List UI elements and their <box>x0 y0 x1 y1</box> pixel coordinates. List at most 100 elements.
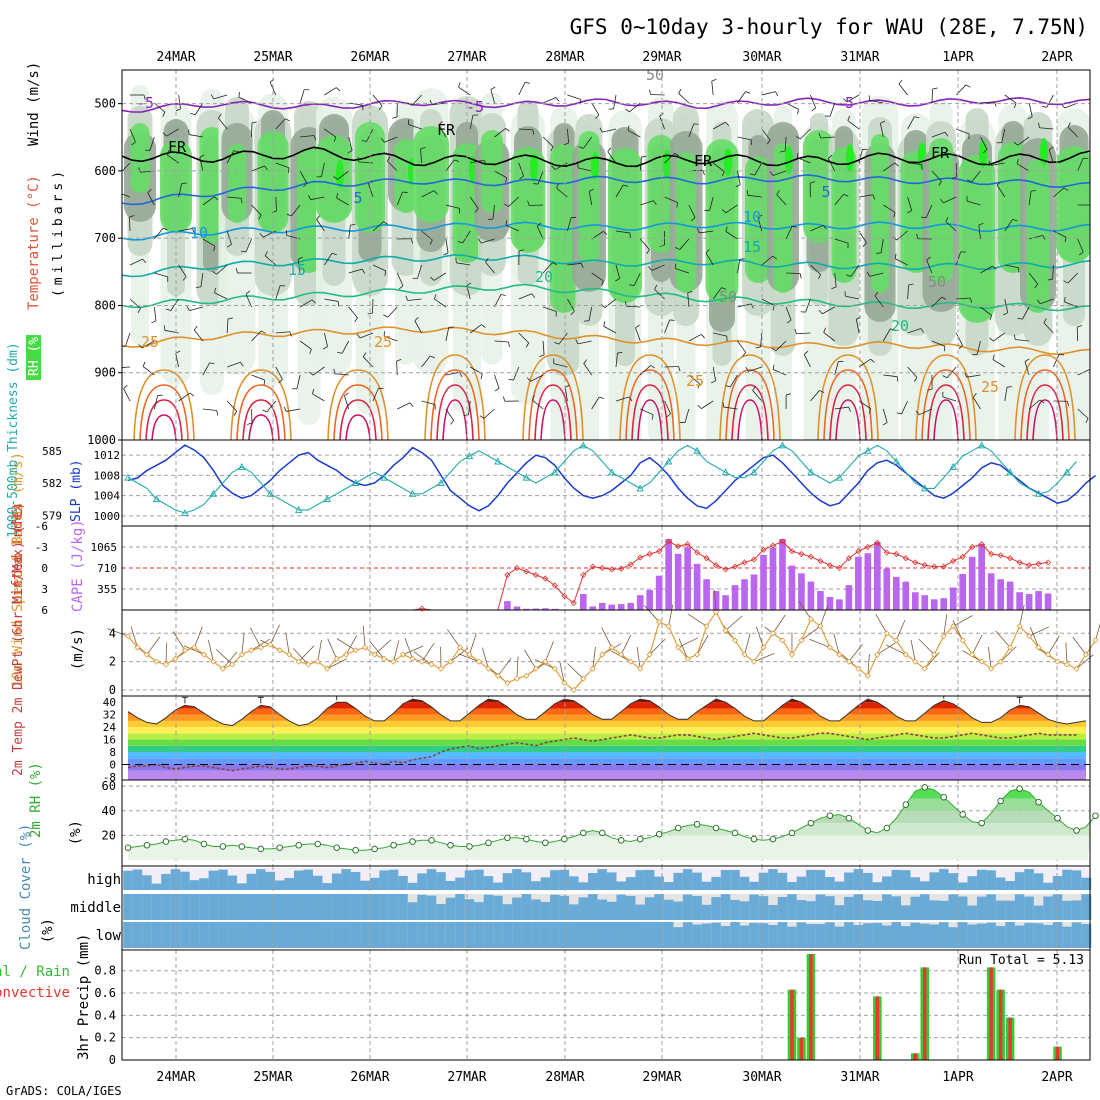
wind-barb-flag <box>992 354 995 360</box>
wind10m-point <box>788 651 796 658</box>
wind-barb <box>387 160 398 172</box>
wind-barb <box>1040 298 1054 305</box>
cloud-low-bar <box>360 922 371 948</box>
cape-bar <box>617 604 625 610</box>
cloud-low-bar <box>142 922 153 948</box>
wind-barb <box>603 325 617 334</box>
cloud-high-bar <box>663 882 674 890</box>
wind10m-barb <box>885 644 906 655</box>
wind10m-point <box>703 623 710 630</box>
wind-barb-flag <box>862 242 867 247</box>
contour-label: 50 <box>646 66 664 84</box>
rh2m-point <box>921 784 929 791</box>
precip-convective-bar <box>1055 1046 1060 1060</box>
wind-barb <box>407 298 422 301</box>
wind-barb-flag <box>285 118 290 122</box>
wind-barb <box>445 238 449 253</box>
wind-barb-flag <box>162 227 168 231</box>
wind10m-barb <box>995 630 1011 648</box>
wind-barb-flag <box>914 116 920 119</box>
cloud-high-bar <box>1071 870 1082 890</box>
wind-barb <box>348 136 353 151</box>
precip-convective-bar <box>998 989 1003 1060</box>
cloud-high-bar <box>369 877 380 890</box>
cloud-mid-bar <box>882 894 893 920</box>
cloud-mid-bar <box>218 894 229 920</box>
wind-barb-flag <box>772 364 775 370</box>
wind-barb <box>226 318 229 334</box>
wind-barb <box>966 200 981 206</box>
warm-contour <box>619 354 681 440</box>
cloud-low-bar <box>521 922 532 948</box>
warm-contour <box>631 384 669 440</box>
wind-barb <box>1028 272 1039 285</box>
wind-barb <box>445 327 450 342</box>
wind-barb-flag <box>766 139 771 145</box>
thickness-point <box>864 446 872 454</box>
date-label-bottom: 24MAR <box>156 1070 195 1085</box>
contour-label: 20 <box>535 268 553 286</box>
wind-barb <box>564 387 568 402</box>
wind-barb <box>931 340 946 347</box>
wind-barb-flag <box>599 127 603 133</box>
wind10m-point <box>314 658 321 665</box>
wind-barb <box>251 374 265 381</box>
warm-contour <box>823 369 873 440</box>
wind-barb <box>1077 408 1089 419</box>
cloud-low-bar <box>711 922 722 948</box>
wind-barb-flag <box>347 150 353 154</box>
wind-barb <box>761 91 776 96</box>
wind-barb-flag <box>490 86 496 90</box>
cloud-mid-bar <box>844 896 855 920</box>
wind10m-point <box>969 651 976 658</box>
wind-barb <box>558 332 568 345</box>
cloud-mid-bar <box>256 894 267 920</box>
wind-barb <box>737 91 746 104</box>
cloud-low-bar <box>341 922 352 948</box>
wind-barb-flag <box>819 390 825 393</box>
wind-barb <box>785 306 792 321</box>
li-point <box>864 543 871 551</box>
wind10m-point <box>181 647 188 654</box>
precip-convective-bar <box>790 989 794 1060</box>
cloud-high-bar <box>863 872 874 890</box>
rh2m-point <box>409 838 416 845</box>
cloud-mid-bar <box>531 899 542 920</box>
wind10m-barb <box>877 642 896 655</box>
temp-band <box>128 764 1086 771</box>
wind-barb <box>202 196 215 206</box>
wind10m-point <box>637 665 644 672</box>
wind-barb-flag <box>721 171 725 177</box>
date-label-top: 26MAR <box>350 50 389 65</box>
wind-barb-flag <box>786 319 792 324</box>
thickness-tick-label: 582 <box>42 477 62 490</box>
wind-barb-flag <box>876 252 882 254</box>
wind-barb-flag <box>780 150 786 153</box>
wind-barb <box>822 306 835 315</box>
cape-bar <box>874 541 881 610</box>
wind-barb-flag <box>913 377 918 382</box>
cape-bar <box>532 608 540 610</box>
cloud-mid-bar <box>739 901 750 920</box>
wind-barb-flag <box>378 105 383 111</box>
wind-barb <box>362 356 374 368</box>
wind-barb-flag <box>454 159 460 163</box>
wind-barb <box>494 374 500 389</box>
wind-barb-flag <box>142 361 146 367</box>
cloud-low-bar <box>132 922 143 948</box>
cloud-high-bar <box>237 883 248 890</box>
wind10m-point <box>997 658 1004 665</box>
warm-contour <box>725 369 775 440</box>
wind-barb-flag <box>603 321 606 327</box>
wind-barb-flag <box>797 109 799 115</box>
wind10m-barb <box>1095 623 1100 641</box>
wind-barb <box>800 128 811 140</box>
wind-barb-flag <box>308 371 314 376</box>
wind10m-point <box>1092 637 1099 644</box>
li-point <box>741 559 748 566</box>
cloud-low-bar <box>369 922 380 948</box>
wind-barb <box>178 183 183 198</box>
wind-barb-flag <box>654 284 658 290</box>
wind10m-point <box>238 651 245 658</box>
wind10m-point <box>665 623 672 630</box>
